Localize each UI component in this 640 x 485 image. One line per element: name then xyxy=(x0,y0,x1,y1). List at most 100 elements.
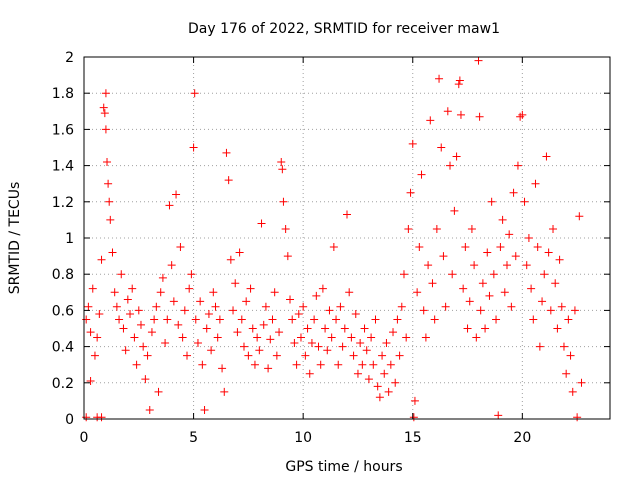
data-point xyxy=(213,333,222,342)
data-point xyxy=(404,224,413,233)
data-point xyxy=(224,176,233,185)
data-point xyxy=(279,197,288,206)
data-point xyxy=(338,342,347,351)
y-tick-label: 1 xyxy=(65,231,74,247)
data-point xyxy=(233,328,242,337)
data-point xyxy=(200,405,209,414)
data-point xyxy=(266,335,275,344)
data-point xyxy=(562,369,571,378)
data-point xyxy=(559,342,568,351)
data-point xyxy=(500,288,509,297)
data-point xyxy=(152,302,161,311)
data-point xyxy=(244,351,253,360)
y-tick-label: 0.2 xyxy=(52,376,74,392)
axis-ticks: 00.20.40.60.811.21.41.61.820 5 10 15 20 xyxy=(52,50,610,446)
data-point xyxy=(97,413,106,422)
data-point xyxy=(259,320,268,329)
data-point xyxy=(204,310,213,319)
data-point xyxy=(145,405,154,414)
x-tick-label: 15 xyxy=(404,430,422,446)
data-point xyxy=(419,306,428,315)
data-point xyxy=(190,89,199,98)
data-point xyxy=(406,188,415,197)
data-point xyxy=(316,360,325,369)
data-point xyxy=(575,212,584,221)
data-point xyxy=(386,360,395,369)
data-point xyxy=(417,170,426,179)
data-point xyxy=(95,310,104,319)
data-point xyxy=(399,270,408,279)
data-point xyxy=(257,219,266,228)
data-point xyxy=(296,333,305,342)
data-point xyxy=(428,279,437,288)
data-point xyxy=(283,252,292,261)
data-point xyxy=(237,315,246,324)
data-point xyxy=(301,351,310,360)
data-point xyxy=(174,320,183,329)
data-point xyxy=(90,351,99,360)
x-tick-label: 10 xyxy=(294,430,312,446)
data-point xyxy=(424,261,433,270)
data-point xyxy=(452,152,461,161)
data-point xyxy=(492,315,501,324)
data-point xyxy=(349,351,358,360)
x-axis-label: GPS time / hours xyxy=(285,459,402,475)
data-point xyxy=(288,315,297,324)
data-point xyxy=(198,360,207,369)
data-point xyxy=(270,288,279,297)
data-point xyxy=(345,288,354,297)
data-point xyxy=(278,165,287,174)
data-point xyxy=(299,302,308,311)
data-point xyxy=(248,324,257,333)
data-point xyxy=(156,288,165,297)
data-point xyxy=(196,297,205,306)
data-point xyxy=(518,110,527,119)
data-point xyxy=(103,157,112,166)
data-point xyxy=(529,315,538,324)
data-point xyxy=(172,190,181,199)
data-point xyxy=(450,206,459,215)
data-point xyxy=(242,297,251,306)
data-point xyxy=(239,342,248,351)
data-point xyxy=(522,261,531,270)
data-point xyxy=(187,270,196,279)
data-point xyxy=(454,80,463,89)
data-point xyxy=(553,324,562,333)
data-point xyxy=(378,351,387,360)
data-point xyxy=(189,143,198,152)
data-point xyxy=(421,333,430,342)
data-point xyxy=(485,291,494,300)
data-point xyxy=(261,302,270,311)
data-point xyxy=(143,351,152,360)
data-point xyxy=(467,224,476,233)
data-point xyxy=(119,324,128,333)
data-point xyxy=(202,324,211,333)
data-point xyxy=(281,224,290,233)
data-point xyxy=(496,243,505,252)
data-point xyxy=(294,310,303,319)
data-point xyxy=(371,315,380,324)
data-point xyxy=(472,333,481,342)
data-point xyxy=(459,284,468,293)
data-point xyxy=(310,315,319,324)
data-point xyxy=(373,382,382,391)
data-point xyxy=(303,324,312,333)
data-point xyxy=(290,338,299,347)
data-point xyxy=(332,315,341,324)
data-point xyxy=(123,295,132,304)
data-point xyxy=(105,197,114,206)
data-point xyxy=(568,387,577,396)
data-point xyxy=(557,302,566,311)
data-point xyxy=(215,315,224,324)
data-point xyxy=(413,288,422,297)
data-point xyxy=(516,112,525,121)
data-point xyxy=(154,387,163,396)
data-point xyxy=(577,378,586,387)
data-point xyxy=(132,360,141,369)
data-point xyxy=(391,378,400,387)
data-point xyxy=(439,252,448,261)
data-point xyxy=(115,315,124,324)
data-point xyxy=(540,270,549,279)
data-point xyxy=(167,261,176,270)
data-point xyxy=(110,288,119,297)
